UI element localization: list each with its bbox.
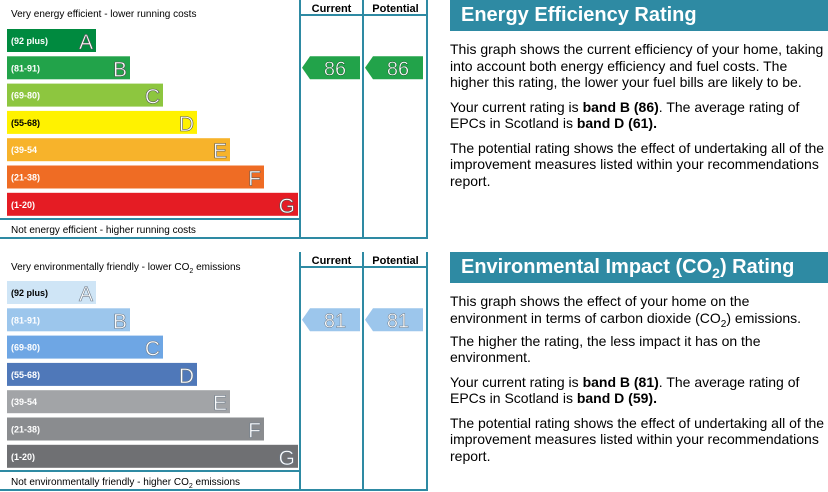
env-panel-current-rating: Your current rating is band B (81). The … bbox=[450, 373, 800, 407]
band-range-label: (1-20) bbox=[11, 452, 35, 462]
band-letter: C bbox=[145, 338, 160, 361]
current-rating-arrow-value: 81 bbox=[324, 310, 346, 332]
energy-efficiency-chart: Current Potential Very energy efficient - … bbox=[0, 0, 428, 239]
env-panel-description: This graph shows the effect of your home… bbox=[450, 293, 802, 366]
band-range-label: (55-68) bbox=[11, 370, 40, 380]
band-bar-e bbox=[7, 390, 230, 414]
band-letter: C bbox=[145, 86, 160, 109]
band-f: (21-38) F bbox=[7, 165, 264, 191]
band-range-label: (81-91) bbox=[11, 315, 40, 325]
band-range-label: (55-68) bbox=[11, 118, 40, 128]
band-range-label: (69-80) bbox=[11, 343, 40, 353]
band-a: (92 plus) A bbox=[7, 281, 96, 306]
band-letter: D bbox=[179, 365, 194, 388]
band-range-label: (21-38) bbox=[11, 425, 40, 435]
band-e: (39-54 E bbox=[7, 390, 230, 416]
band-bar-c bbox=[7, 83, 163, 107]
chart-bottom-label: Not energy efficient - higher running co… bbox=[11, 225, 196, 236]
band-b: (81-91) B bbox=[7, 56, 130, 82]
potential-column-header: Potential bbox=[372, 255, 418, 267]
env-panel-potential-note: The potential rating shows the effect of… bbox=[450, 414, 825, 464]
chart-top-label: Very energy efficient - lower running co… bbox=[11, 9, 196, 20]
band-letter: E bbox=[213, 140, 227, 163]
band-bar-a bbox=[7, 281, 96, 304]
band-letter: A bbox=[79, 283, 93, 306]
band-letter: B bbox=[113, 310, 127, 333]
band-bar-b bbox=[7, 56, 130, 80]
chart-bottom-label: Not environmentally friendly - higher CO… bbox=[11, 477, 240, 490]
band-letter: F bbox=[248, 420, 261, 443]
band-letter: D bbox=[179, 113, 194, 136]
band-b: (81-91) B bbox=[7, 308, 130, 334]
band-bar-c bbox=[7, 335, 163, 359]
band-range-label: (69-80) bbox=[11, 91, 40, 101]
band-range-label: (21-38) bbox=[11, 173, 40, 183]
band-letter: G bbox=[279, 195, 295, 218]
band-bar-d bbox=[7, 362, 197, 386]
env-panel-title: Environmental Impact (CO2) Rating bbox=[450, 252, 828, 283]
band-range-label: (92 plus) bbox=[11, 288, 48, 298]
band-range-label: (39-54 bbox=[11, 397, 37, 407]
band-bar-b bbox=[7, 308, 130, 332]
environmental-impact-panel: Environmental Impact (CO2) Rating This g… bbox=[450, 252, 828, 472]
band-a: (92 plus) A bbox=[7, 29, 96, 54]
energy-panel-potential-note: The potential rating shows the effect of… bbox=[450, 139, 825, 189]
potential-rating-arrow-value: 81 bbox=[387, 310, 409, 332]
chart-top-label: Very environmentally friendly - lower CO… bbox=[11, 262, 241, 275]
band-range-label: (81-91) bbox=[11, 63, 40, 73]
band-bar-g bbox=[7, 192, 298, 216]
potential-column-header: Potential bbox=[372, 3, 418, 15]
band-bar-a bbox=[7, 29, 96, 52]
band-e: (39-54 E bbox=[7, 138, 230, 163]
band-bar-f bbox=[7, 417, 264, 441]
band-letter: G bbox=[279, 447, 295, 470]
band-bar-e bbox=[7, 138, 230, 162]
band-letter: E bbox=[213, 392, 227, 415]
current-rating-arrow-value: 86 bbox=[324, 58, 346, 80]
band-bar-g bbox=[7, 444, 298, 468]
energy-panel-description: This graph shows the current efficiency … bbox=[450, 41, 824, 90]
current-column-header: Current bbox=[312, 3, 352, 15]
band-d: (55-68) D bbox=[7, 110, 197, 136]
band-c: (69-80) C bbox=[7, 335, 163, 361]
band-bar-d bbox=[7, 110, 197, 134]
band-g: (1-20) G bbox=[7, 192, 298, 218]
band-d: (55-68) D bbox=[7, 362, 197, 388]
band-letter: B bbox=[113, 58, 127, 81]
band-range-label: (39-54 bbox=[11, 145, 37, 155]
band-f: (21-38) F bbox=[7, 417, 264, 443]
band-range-label: (1-20) bbox=[11, 200, 35, 210]
band-letter: F bbox=[248, 168, 261, 191]
band-bar-f bbox=[7, 165, 264, 189]
current-rating-arrow: 86 bbox=[302, 56, 360, 81]
band-g: (1-20) G bbox=[7, 444, 298, 470]
energy-panel-title: Energy Efficiency Rating bbox=[450, 0, 828, 31]
current-column-header: Current bbox=[312, 255, 352, 267]
band-c: (69-80) C bbox=[7, 83, 163, 109]
environmental-impact-chart: Current Potential Very environmentally fri… bbox=[0, 252, 428, 491]
potential-rating-arrow: 86 bbox=[365, 56, 423, 81]
potential-rating-arrow-value: 86 bbox=[387, 58, 409, 80]
potential-rating-arrow: 81 bbox=[365, 308, 423, 333]
band-letter: A bbox=[79, 31, 93, 54]
energy-panel-current-rating: Your current rating is band B (86). The … bbox=[450, 98, 800, 132]
current-rating-arrow: 81 bbox=[302, 308, 360, 333]
band-range-label: (92 plus) bbox=[11, 36, 48, 46]
energy-efficiency-panel: Energy Efficiency Rating This graph show… bbox=[450, 0, 828, 197]
